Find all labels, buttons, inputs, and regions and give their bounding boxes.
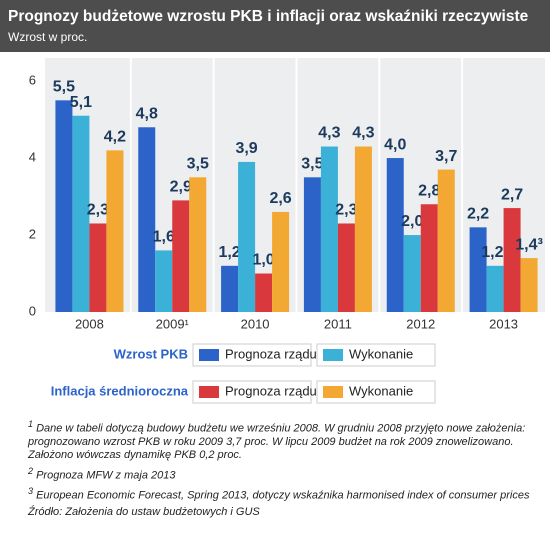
x-tick-label: 2013: [489, 316, 518, 331]
title-bar: [0, 0, 550, 52]
bar: [189, 177, 207, 312]
legend-swatch: [199, 349, 219, 361]
bar: [72, 115, 90, 313]
bar: [320, 146, 338, 312]
value-label: 2,3: [87, 202, 109, 219]
value-label: 5,5: [53, 79, 75, 96]
value-label: 2,8: [418, 182, 440, 199]
bar: [486, 265, 504, 312]
chart: Prognozy budżetowe wzrostu PKB i inflacj…: [0, 0, 550, 404]
value-label: 4,2: [104, 129, 126, 146]
value-label: 3,5: [301, 156, 323, 173]
footnote-mark: 1: [28, 419, 34, 429]
bar: [520, 258, 538, 312]
x-tick-label: 2010: [241, 316, 270, 331]
footnote-mark: 2: [28, 465, 34, 476]
legend-box: [316, 380, 436, 404]
value-label: 4,3: [352, 125, 374, 142]
footnote: 3 European Economic Forecast, Spring 201…: [28, 485, 538, 503]
value-label: 2,3: [335, 202, 357, 219]
bar: [469, 227, 487, 312]
value-label: 4,8: [136, 105, 158, 122]
value-label: 3,7: [435, 148, 457, 165]
legend-swatch: [323, 386, 343, 398]
bar: [503, 208, 521, 312]
bar: [89, 223, 107, 312]
value-label: 1,0: [252, 252, 274, 269]
legend-group-label: Wzrost PKB: [114, 346, 188, 361]
legend-label: Prognoza rządu: [225, 346, 317, 361]
footnote: 1 Dane w tabeli dotyczą budowy budżetu w…: [28, 418, 538, 462]
source: Źródło: Założenia do ustaw budżetowych i…: [28, 505, 260, 518]
bar: [354, 146, 372, 312]
legend-swatch: [199, 386, 219, 398]
legend-box: [192, 380, 312, 404]
y-tick-label: 2: [29, 226, 36, 241]
bar: [55, 100, 73, 312]
x-tick-label: 2008: [75, 316, 104, 331]
bar: [106, 150, 124, 312]
value-label: 3,5: [187, 156, 209, 173]
legend-label: Wykonanie: [349, 383, 413, 398]
chart-subtitle: Wzrost w proc.: [8, 30, 87, 44]
value-label: 2,7: [501, 186, 523, 203]
bar: [303, 177, 321, 312]
bar: [386, 158, 404, 312]
x-tick-label: 2011: [324, 316, 352, 331]
bar: [172, 200, 190, 312]
bar: [255, 273, 273, 312]
legend-box: [316, 343, 436, 367]
footnote-text: Dane w tabeli dotyczą budowy budżetu we …: [28, 422, 526, 461]
bar: [155, 250, 173, 312]
chart-title: Prognozy budżetowe wzrostu PKB i inflacj…: [8, 8, 529, 25]
y-tick-label: 4: [29, 149, 36, 164]
value-label: 2,9: [170, 179, 192, 196]
value-label: 1,4³: [515, 236, 543, 253]
value-label: 1,2: [218, 244, 240, 261]
footnote-mark: 3: [28, 486, 34, 497]
footnote: 2 Prognoza MFW z maja 2013: [28, 465, 538, 483]
value-label: 2,6: [269, 190, 291, 207]
bar: [238, 161, 256, 312]
value-label: 5,1: [70, 94, 92, 111]
legend-label: Wykonanie: [349, 346, 413, 361]
value-label: 4,0: [384, 136, 406, 153]
legend-group-label: Inflacja średnioroczna: [51, 383, 189, 398]
bar: [272, 211, 290, 312]
footnote-text: European Economic Forecast, Spring 2013,…: [36, 489, 530, 502]
legend-label: Prognoza rządu: [225, 383, 317, 398]
bar: [138, 127, 156, 312]
value-label: 3,9: [235, 140, 257, 157]
value-label: 1,6: [153, 229, 175, 246]
bar: [221, 265, 239, 312]
value-label: 4,3: [318, 125, 340, 142]
y-tick-label: 0: [29, 303, 36, 318]
footnotes: 1 Dane w tabeli dotyczą budowy budżetu w…: [28, 418, 538, 522]
value-label: 2,2: [467, 206, 489, 223]
value-label: 2,0: [401, 213, 423, 230]
bar: [437, 169, 455, 312]
footnote-text: Prognoza MFW z maja 2013: [36, 469, 176, 482]
value-label: 1,2²: [481, 244, 509, 261]
bar: [337, 223, 355, 312]
x-tick-label: 2012: [406, 316, 435, 331]
y-tick-label: 6: [29, 73, 36, 88]
bar: [403, 235, 421, 312]
x-tick-label: 2009¹: [156, 316, 190, 331]
legend-swatch: [323, 349, 343, 361]
legend-box: [192, 343, 312, 367]
bar: [420, 204, 438, 312]
